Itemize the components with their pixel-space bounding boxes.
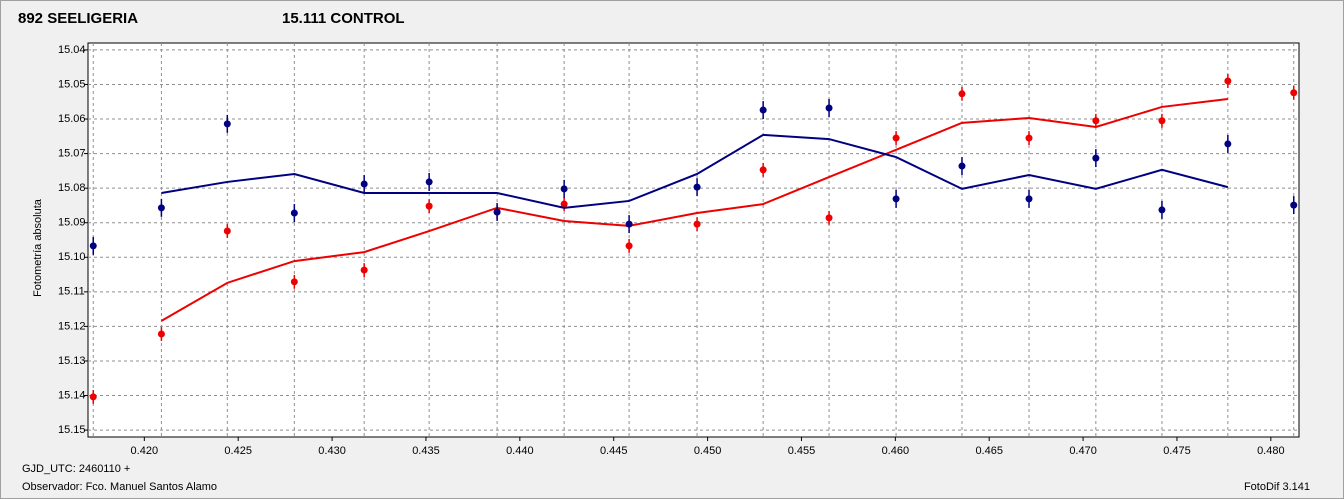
point bbox=[290, 278, 298, 286]
point bbox=[1025, 195, 1033, 203]
x-tick-label: 0.460 bbox=[882, 445, 910, 457]
point bbox=[625, 242, 633, 250]
y-tick-label: 15.05 bbox=[58, 78, 86, 90]
y-tick-label: 15.14 bbox=[58, 389, 86, 401]
point bbox=[958, 90, 966, 98]
y-tick-label: 15.13 bbox=[58, 355, 86, 367]
point bbox=[560, 185, 568, 193]
point bbox=[892, 134, 900, 142]
plot-area bbox=[87, 42, 1300, 438]
y-tick-label: 15.11 bbox=[58, 286, 85, 298]
point bbox=[1158, 117, 1166, 125]
point bbox=[360, 180, 368, 188]
point bbox=[157, 204, 165, 212]
fit-line bbox=[161, 133, 1229, 209]
point bbox=[958, 162, 966, 170]
y-tick-label: 15.08 bbox=[58, 182, 86, 194]
point bbox=[625, 220, 633, 228]
y-tick-label: 15.07 bbox=[58, 148, 86, 160]
y-axis-label: Fotometría absoluta bbox=[32, 198, 44, 297]
point bbox=[290, 209, 298, 217]
x-tick-label: 0.470 bbox=[1069, 445, 1097, 457]
y-tick-label: 15.04 bbox=[58, 44, 86, 56]
point bbox=[360, 266, 368, 274]
x-tick-label: 0.425 bbox=[224, 445, 252, 457]
point bbox=[825, 214, 833, 222]
y-tick-label: 15.10 bbox=[58, 251, 86, 263]
y-tick-label: 15.06 bbox=[58, 113, 86, 125]
point bbox=[1158, 206, 1166, 214]
x-tick-label: 0.440 bbox=[506, 445, 534, 457]
point bbox=[89, 242, 97, 250]
point bbox=[759, 106, 767, 114]
point bbox=[89, 393, 97, 401]
point bbox=[1025, 134, 1033, 142]
legend-label: 15.111 CONTROL bbox=[282, 10, 405, 27]
point bbox=[157, 330, 165, 338]
point bbox=[560, 200, 568, 208]
point bbox=[693, 183, 701, 191]
point bbox=[693, 220, 701, 228]
fit-line bbox=[160, 97, 1228, 322]
point bbox=[425, 178, 433, 186]
x-tick-label: 0.445 bbox=[600, 445, 628, 457]
point bbox=[1290, 201, 1298, 209]
x-tick-label: 0.455 bbox=[788, 445, 816, 457]
y-tick-label: 15.09 bbox=[58, 217, 86, 229]
x-tick-label: 0.420 bbox=[131, 445, 159, 457]
point bbox=[892, 195, 900, 203]
point bbox=[1092, 154, 1100, 162]
x-tick-label: 0.450 bbox=[694, 445, 722, 457]
point bbox=[825, 104, 833, 112]
point bbox=[1290, 89, 1298, 97]
point bbox=[493, 208, 501, 216]
x-tick-label: 0.475 bbox=[1163, 445, 1191, 457]
footer: FotoDif 3.141 bbox=[1244, 481, 1310, 493]
x-tick-label: 0.480 bbox=[1257, 445, 1285, 457]
point bbox=[1224, 77, 1232, 85]
x-tick-label: 0.465 bbox=[975, 445, 1003, 457]
y-tick-label: 15.12 bbox=[58, 320, 86, 332]
point bbox=[425, 202, 433, 210]
legend-label: 892 SEELIGERIA bbox=[18, 10, 138, 27]
point bbox=[1224, 140, 1232, 148]
y-tick-label: 15.15 bbox=[58, 424, 86, 436]
x-tick-label: 0.430 bbox=[318, 445, 346, 457]
footer: Observador: Fco. Manuel Santos Alamo bbox=[22, 481, 217, 493]
point bbox=[759, 166, 767, 174]
point bbox=[1092, 117, 1100, 125]
x-tick-label: 0.435 bbox=[412, 445, 440, 457]
point bbox=[223, 120, 231, 128]
footer: GJD_UTC: 2460110 + bbox=[22, 463, 130, 475]
point bbox=[223, 227, 231, 235]
